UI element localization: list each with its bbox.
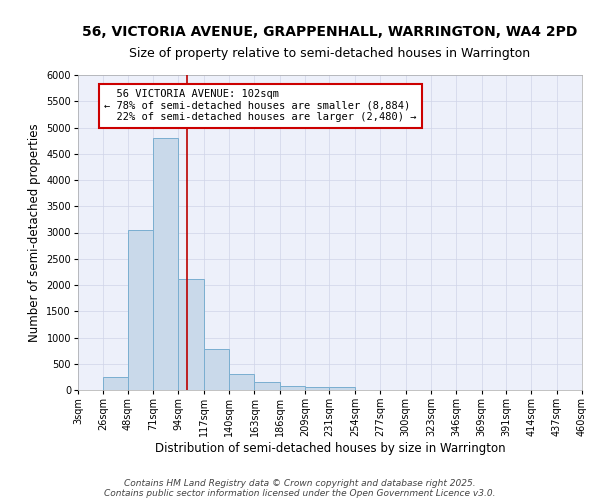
Text: Contains public sector information licensed under the Open Government Licence v3: Contains public sector information licen… <box>104 488 496 498</box>
Bar <box>305 388 329 390</box>
Text: 56, VICTORIA AVENUE, GRAPPENHALL, WARRINGTON, WA4 2PD: 56, VICTORIA AVENUE, GRAPPENHALL, WARRIN… <box>82 25 578 39</box>
Bar <box>103 378 128 390</box>
X-axis label: Distribution of semi-detached houses by size in Warrington: Distribution of semi-detached houses by … <box>155 442 505 455</box>
Text: Contains HM Land Registry data © Crown copyright and database right 2025.: Contains HM Land Registry data © Crown c… <box>124 478 476 488</box>
Bar <box>229 374 254 390</box>
Bar <box>204 350 229 390</box>
Text: Size of property relative to semi-detached houses in Warrington: Size of property relative to semi-detach… <box>130 48 530 60</box>
Y-axis label: Number of semi-detached properties: Number of semi-detached properties <box>28 123 41 342</box>
Bar <box>128 230 153 390</box>
Bar <box>178 278 204 390</box>
Bar <box>280 386 305 390</box>
Bar <box>254 382 280 390</box>
Bar <box>153 138 178 390</box>
Text: 56 VICTORIA AVENUE: 102sqm
← 78% of semi-detached houses are smaller (8,884)
  2: 56 VICTORIA AVENUE: 102sqm ← 78% of semi… <box>104 89 417 122</box>
Bar <box>329 388 355 390</box>
